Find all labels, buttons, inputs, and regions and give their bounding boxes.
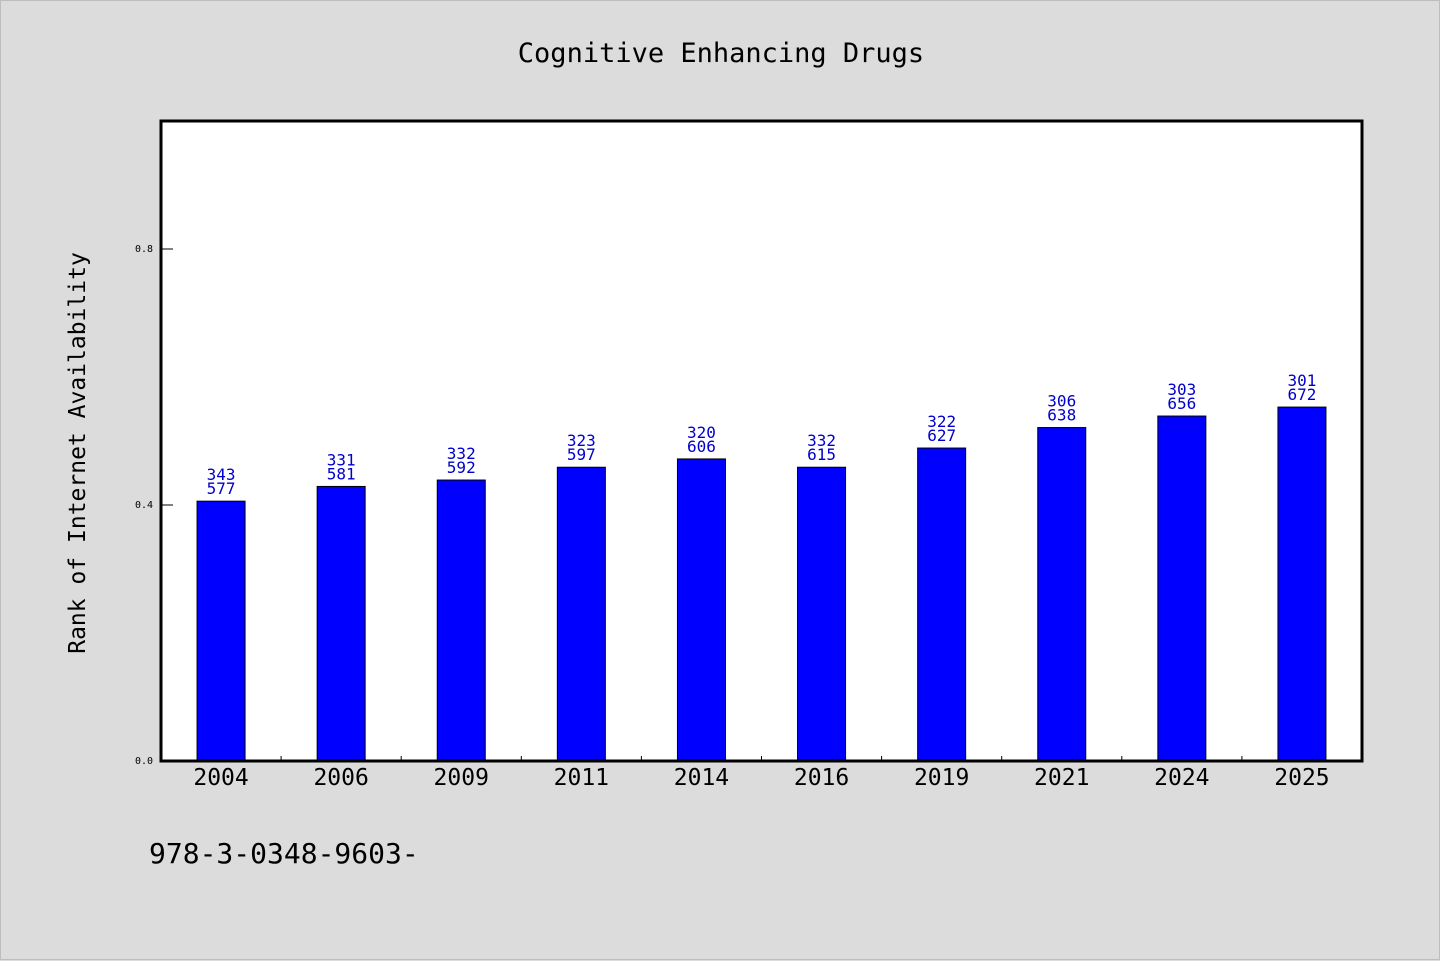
bar-label-top: 301 [1287, 371, 1316, 390]
y-tick-label: 0.4 [135, 500, 153, 511]
x-tick-label: 2024 [1154, 765, 1209, 791]
bar-label-bottom: 581 [327, 464, 356, 483]
bar-label-bottom: 615 [807, 445, 836, 464]
y-tick-label: 0.8 [135, 244, 153, 255]
x-tick-label: 2021 [1034, 765, 1089, 791]
bar-label-top: 320 [687, 423, 716, 442]
x-tick-label: 2019 [914, 765, 969, 791]
bar-2024 [1157, 415, 1207, 762]
bar-label-bottom: 577 [207, 479, 236, 498]
bar-label-top: 332 [447, 444, 476, 463]
bar-2025 [1277, 406, 1327, 762]
bar-label-top: 331 [327, 450, 356, 469]
ticks-group: 2004 2006 2009 2011 2014 2016 2019 2021 2024 2025… [135, 244, 1330, 791]
bar-label-top: 303 [1167, 380, 1196, 399]
bar-label-bottom: 597 [567, 445, 596, 464]
x-tick-label: 2011 [554, 765, 609, 791]
footer-code: 978-3-0348-9603- [149, 837, 419, 870]
bar-label-top: 323 [567, 431, 596, 450]
bar-2011 [556, 466, 606, 762]
bar-label-top: 322 [927, 412, 956, 431]
bar-label-bottom: 656 [1167, 394, 1196, 413]
x-tick-label: 2014 [674, 765, 729, 791]
plot-frame [159, 119, 1364, 763]
bar-label-top: 332 [807, 431, 836, 450]
bar-2016 [797, 466, 847, 762]
bar-label-top: 306 [1047, 392, 1076, 411]
bar-2006 [316, 485, 366, 762]
bar-2009 [436, 479, 486, 762]
x-tick-label: 2025 [1274, 765, 1329, 791]
bar-label-top: 343 [207, 465, 236, 484]
bar-label-bottom: 592 [447, 458, 476, 477]
chart-title: Cognitive Enhancing Drugs [518, 38, 924, 69]
x-tick-label: 2006 [313, 765, 368, 791]
bar-2014 [676, 458, 726, 762]
x-tick-label: 2016 [794, 765, 849, 791]
bar-2019 [917, 447, 967, 762]
bar-label-bottom: 672 [1287, 385, 1316, 404]
bar-label-bottom: 638 [1047, 406, 1076, 425]
bar-2004 [196, 500, 246, 762]
bar-label-bottom: 606 [687, 437, 716, 456]
bar-label-bottom: 627 [927, 426, 956, 445]
y-tick-label: 0.0 [135, 756, 153, 767]
x-tick-label: 2004 [193, 765, 248, 791]
x-tick-label: 2009 [434, 765, 489, 791]
bar-2021 [1037, 427, 1087, 762]
y-axis-label: Rank of Internet Availability [65, 252, 91, 654]
